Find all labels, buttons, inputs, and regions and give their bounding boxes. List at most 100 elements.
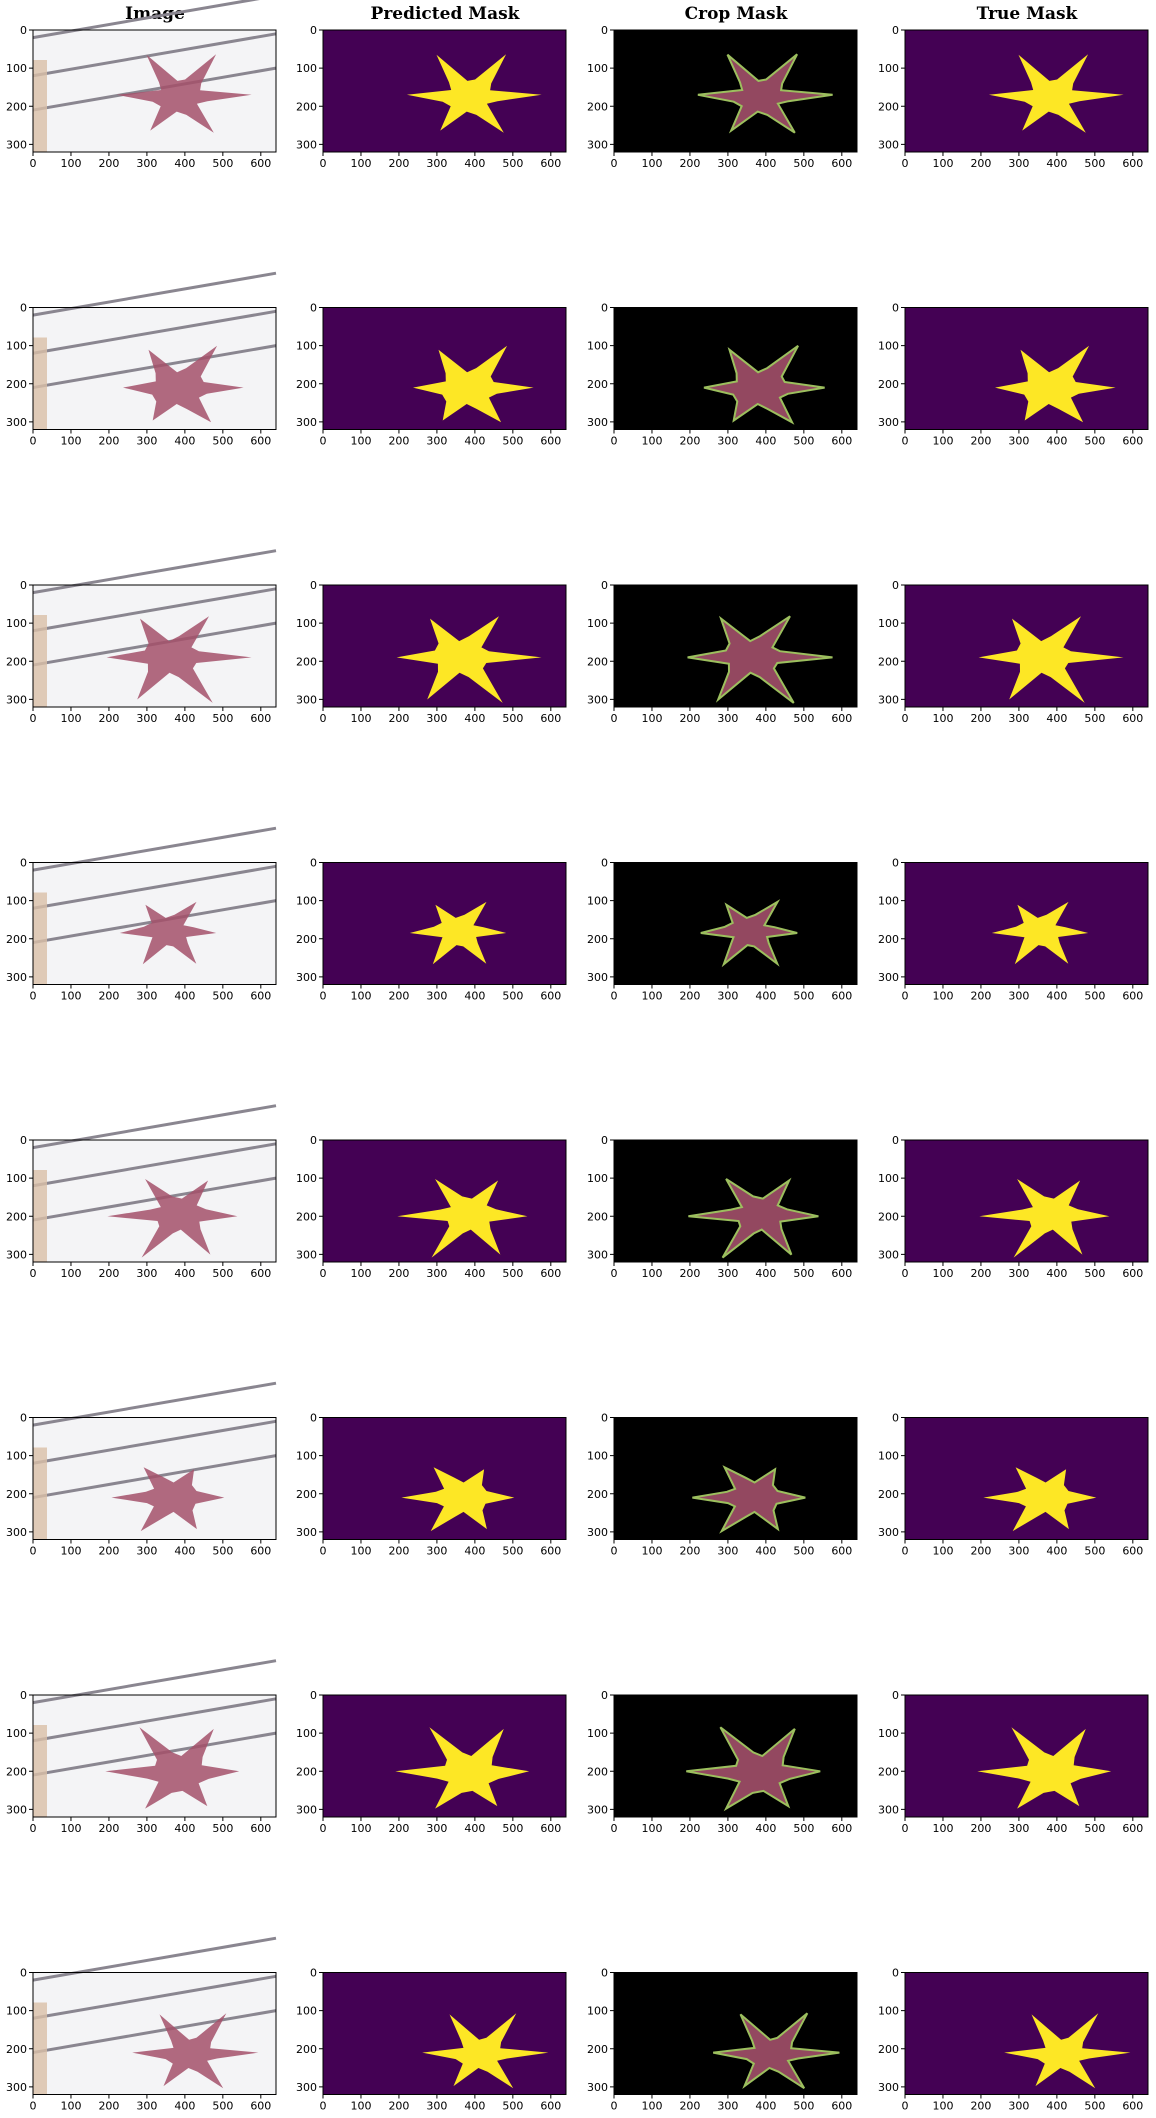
rail-line (32, 1659, 277, 1705)
y-tick-label: 100 (587, 340, 608, 353)
crop-leaf-outline (700, 899, 798, 968)
x-tick-label: 500 (1084, 435, 1105, 448)
x-tick-label: 300 (1008, 1822, 1029, 1835)
panel-image-row-1: 0 100 200 300 400 500 600 0 100 200 300 (6, 0, 277, 170)
y-tick-label: 300 (587, 1803, 608, 1816)
y-tick-label: 100 (6, 1727, 27, 1740)
panel-background (905, 1972, 1148, 2095)
x-tick-label: 300 (717, 1267, 738, 1280)
x-tick-label: 400 (174, 435, 195, 448)
axes-frame (32, 29, 277, 153)
x-tick-label: 200 (679, 1267, 700, 1280)
x-tick-label: 200 (970, 1822, 991, 1835)
x-tick-label: 200 (679, 2100, 700, 2113)
x-tick-label: 500 (212, 157, 233, 170)
x-tick-label: 400 (464, 712, 485, 725)
rail-line (32, 1176, 277, 1222)
y-tick-label: 200 (587, 100, 608, 113)
axes-frame (904, 1139, 1149, 1263)
x-tick-label: 300 (717, 2100, 738, 2113)
x-tick-label: 500 (502, 990, 523, 1003)
axes-frame (904, 584, 1149, 708)
x-tick-label: 0 (320, 2100, 327, 2113)
x-tick-label: 400 (755, 1822, 776, 1835)
x-tick-label: 400 (464, 1545, 485, 1558)
panel-predicted-row-7: 0 100 200 300 400 500 600 0 100 200 300 (296, 1689, 567, 1835)
y-tick-label: 100 (6, 1172, 27, 1185)
rail-line (32, 66, 277, 112)
y-tick-label: 100 (296, 895, 317, 908)
x-tick-label: 200 (970, 435, 991, 448)
y-tick-label: 0 (20, 1689, 27, 1702)
axes-frame (32, 584, 277, 708)
x-tick-label: 0 (611, 712, 618, 725)
y-tick-label: 0 (601, 1134, 608, 1147)
panel-crop-row-6: 0 100 200 300 400 500 600 0 100 200 300 (587, 1412, 858, 1558)
x-tick-label: 200 (679, 435, 700, 448)
y-tick-label: 100 (878, 1172, 899, 1185)
y-tick-label: 0 (601, 1412, 608, 1425)
mask-shape (991, 901, 1089, 965)
y-tick-label: 300 (587, 693, 608, 706)
x-tick-label: 600 (1122, 1822, 1143, 1835)
y-tick-label: 100 (878, 62, 899, 75)
x-tick-label: 400 (1046, 1267, 1067, 1280)
x-tick-label: 100 (641, 157, 662, 170)
y-tick-label: 100 (296, 340, 317, 353)
x-tick-label: 100 (60, 2100, 81, 2113)
y-tick-label: 200 (296, 933, 317, 946)
x-tick-label: 0 (902, 2100, 909, 2113)
y-tick-label: 100 (587, 62, 608, 75)
x-tick-label: 100 (932, 712, 953, 725)
panel-crop-row-4: 0 100 200 300 400 500 600 0 100 200 300 (587, 857, 858, 1003)
y-tick-label: 200 (296, 655, 317, 668)
y-tick-label: 100 (878, 2005, 899, 2018)
x-tick-label: 0 (611, 2100, 618, 2113)
x-tick-label: 400 (174, 1545, 195, 1558)
x-tick-label: 500 (793, 2100, 814, 2113)
x-tick-label: 600 (540, 2100, 561, 2113)
y-tick-label: 300 (878, 971, 899, 984)
y-tick-label: 0 (601, 579, 608, 592)
rail-line (32, 1936, 277, 1982)
y-tick-label: 200 (6, 1765, 27, 1778)
panel-predicted-row-3: 0 100 200 300 400 500 600 0 100 200 300 (296, 579, 567, 725)
x-tick-label: 600 (250, 435, 271, 448)
x-tick-label: 400 (174, 1822, 195, 1835)
axes-frame (613, 1694, 858, 1818)
rail-line (32, 864, 277, 910)
x-tick-label: 500 (1084, 157, 1105, 170)
x-tick-label: 200 (679, 990, 700, 1003)
y-tick-label: 0 (310, 1967, 317, 1980)
pole-shape (33, 1725, 47, 1817)
x-tick-label: 300 (717, 157, 738, 170)
crop-fruit-shape (687, 616, 833, 703)
y-tick-label: 100 (587, 1172, 608, 1185)
x-tick-label: 0 (902, 1545, 909, 1558)
x-tick-label: 200 (388, 1822, 409, 1835)
y-tick-label: 0 (892, 1412, 899, 1425)
x-tick-label: 0 (611, 1545, 618, 1558)
rail-line (32, 549, 277, 595)
pole-shape (33, 337, 47, 430)
x-tick-label: 0 (902, 1822, 909, 1835)
x-tick-label: 500 (502, 1267, 523, 1280)
y-tick-label: 300 (878, 2081, 899, 2094)
x-tick-label: 300 (1008, 1267, 1029, 1280)
y-tick-label: 0 (20, 1967, 27, 1980)
x-tick-label: 500 (1084, 1267, 1105, 1280)
fruit-shape (106, 616, 252, 703)
x-tick-label: 300 (717, 1545, 738, 1558)
y-tick-label: 0 (601, 24, 608, 37)
x-tick-label: 100 (60, 1545, 81, 1558)
y-tick-label: 200 (587, 378, 608, 391)
y-tick-label: 0 (310, 1134, 317, 1147)
x-tick-label: 100 (641, 435, 662, 448)
x-tick-label: 600 (1122, 990, 1143, 1003)
crop-leaf-outline (692, 1465, 806, 1534)
x-tick-label: 0 (30, 712, 37, 725)
x-tick-label: 400 (464, 1822, 485, 1835)
x-tick-label: 200 (98, 1545, 119, 1558)
rail-line (32, 1381, 277, 1427)
x-tick-label: 300 (136, 2100, 157, 2113)
